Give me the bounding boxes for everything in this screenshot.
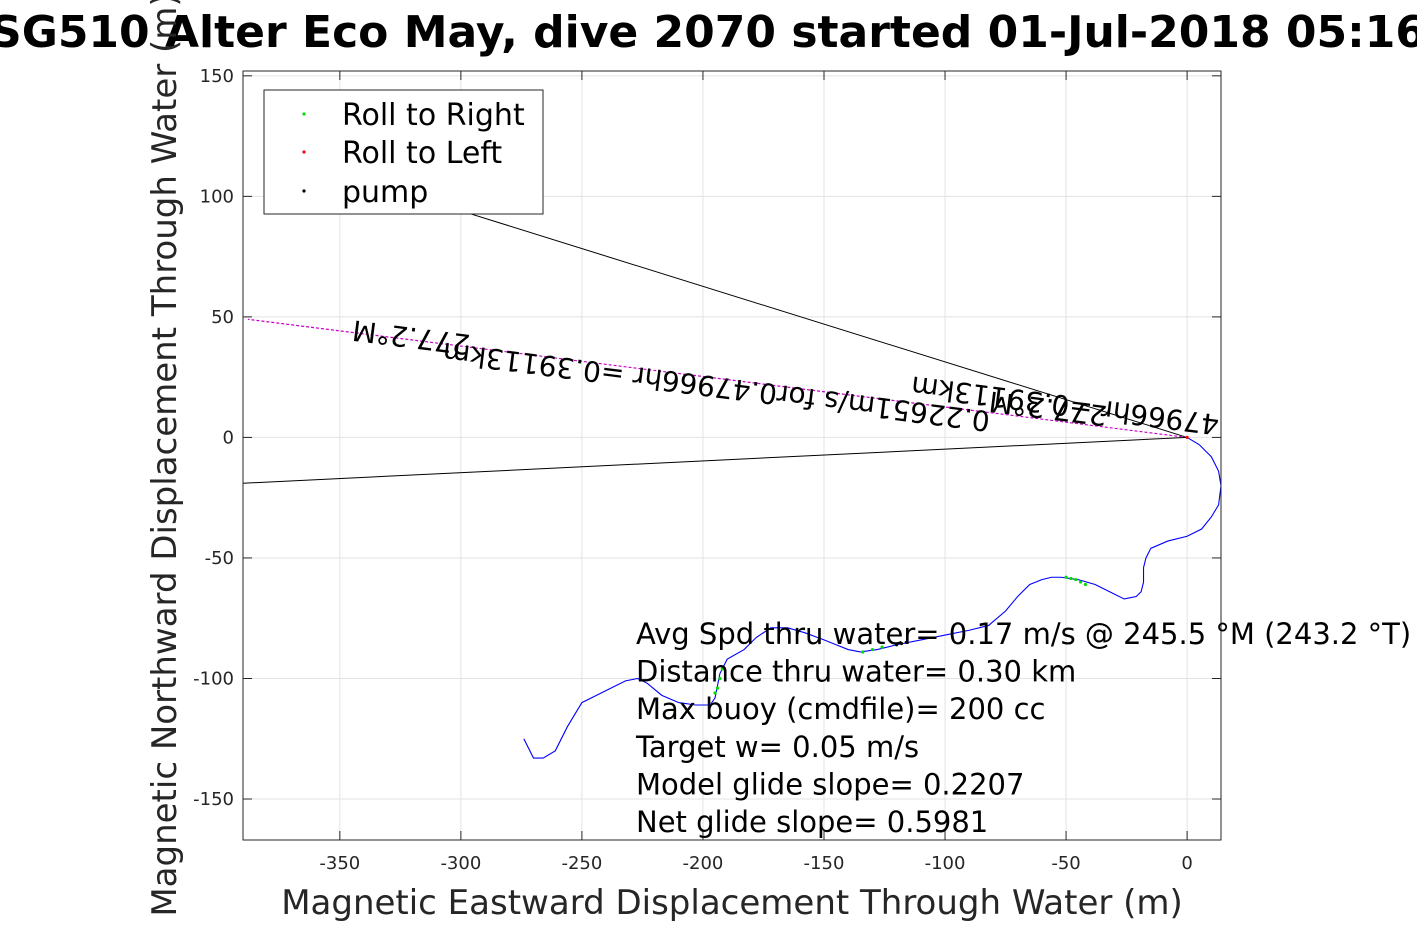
roll-right-marker	[718, 676, 722, 681]
heading-line-center	[247, 318, 1188, 439]
stats-line: Distance thru water= 0.30 km	[636, 655, 1076, 689]
roll-right-marker	[1083, 582, 1088, 587]
y-tick-label: 100	[200, 186, 234, 207]
roll-right-marker	[861, 650, 865, 654]
axis-ticks: -350 -300 -250 -200 -150 -100 -50 0 -150 -100 -50 0…	[193, 66, 1221, 874]
heading-line-lower	[243, 436, 1188, 484]
stats-line: Max buoy (cmdfile)= 200 cc	[636, 692, 1045, 726]
roll-right-marker	[880, 645, 884, 649]
x-tick-label: -350	[319, 853, 360, 874]
y-tick-label: -150	[193, 789, 234, 810]
roll-right-marker	[1064, 575, 1068, 579]
x-tick-label: -200	[683, 853, 724, 874]
y-tick-label: 50	[211, 307, 234, 328]
legend-roll-left-label: Roll to Left	[342, 136, 502, 171]
y-tick-label: -50	[205, 548, 234, 569]
grid-lines	[243, 71, 1221, 840]
legend-pump-label: pump	[342, 175, 428, 210]
legend-roll-right-label: Roll to Right	[342, 98, 525, 133]
x-tick-label: -300	[440, 853, 481, 874]
y-tick-label: -100	[193, 668, 234, 689]
roll-right-marker	[870, 647, 875, 652]
legend-box	[263, 89, 544, 215]
stats-line: Net glide slope= 0.5981	[636, 805, 988, 839]
pump-marker	[904, 640, 908, 644]
x-tick-label: -250	[561, 853, 602, 874]
heading-line-upper	[460, 210, 1188, 438]
roll-right-marker	[1069, 576, 1073, 581]
y-tick-label: 0	[223, 427, 234, 448]
stats-line: Avg Spd thru water= 0.17 m/s @ 245.5 °M …	[636, 617, 1411, 651]
legend: Roll to Right Roll to Left pump	[263, 89, 544, 215]
pump-marker	[899, 641, 904, 646]
y-tick-label: 150	[200, 66, 234, 87]
stats-line: Target w= 0.05 m/s	[635, 730, 919, 764]
glider-track-line	[523, 436, 1221, 759]
legend-roll-right-marker	[302, 112, 306, 116]
axes-box	[242, 70, 1222, 841]
x-axis-label: Magnetic Eastward Displacement Through W…	[281, 883, 1183, 923]
roll-right-marker	[720, 667, 724, 671]
legend-pump-marker	[302, 189, 306, 193]
stats-line: Model glide slope= 0.2207	[636, 767, 1024, 801]
x-tick-label: 0	[1181, 853, 1192, 874]
roll-right-marker	[715, 686, 720, 690]
pump-marker	[895, 643, 899, 647]
y-axis-label: Magnetic Northward Displacement Through …	[145, 0, 185, 917]
roll-right-marker	[1078, 580, 1083, 584]
roll-left-marker	[1185, 435, 1189, 440]
roll-right-marker	[1074, 578, 1078, 582]
x-tick-label: -150	[804, 853, 845, 874]
x-tick-label: -100	[925, 853, 966, 874]
legend-roll-left-marker	[302, 150, 306, 154]
x-tick-label: -50	[1051, 853, 1080, 874]
dive-stats-annotations: Avg Spd thru water= 0.17 m/s @ 245.5 °M …	[635, 617, 1411, 839]
chart-title: SG510 Alter Eco May, dive 2070 started 0…	[0, 7, 1417, 58]
roll-right-marker	[713, 691, 717, 695]
